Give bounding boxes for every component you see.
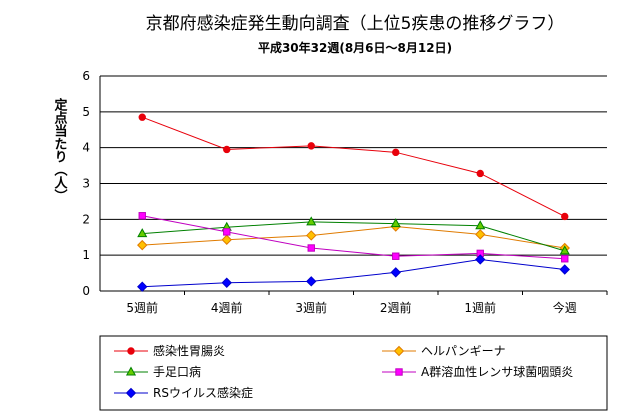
- data-point: [559, 264, 570, 275]
- series-line: [142, 225, 565, 249]
- chart-subtitle: 平成30年32週(8月6日～8月12日): [258, 40, 452, 55]
- series-5: [137, 254, 570, 292]
- legend-item: RSウイルス感染症: [114, 385, 253, 400]
- x-tick-label: 今週: [553, 300, 577, 315]
- grid: [100, 75, 607, 256]
- data-point: [390, 218, 401, 228]
- series-3: [137, 216, 570, 255]
- x-tick-label: 4週前: [211, 300, 243, 315]
- data-point: [475, 229, 486, 240]
- data-point: [390, 267, 401, 278]
- legend-item: 手足口病: [114, 364, 201, 379]
- x-tick-label: 1週前: [464, 300, 496, 315]
- legend-swatch-marker: [393, 345, 405, 357]
- y-tick-label: 4: [82, 141, 90, 155]
- data-point: [392, 148, 400, 157]
- legend-swatch-marker: [127, 347, 135, 355]
- series-4: [138, 212, 569, 263]
- data-point: [221, 234, 232, 245]
- x-tick-label: 3週前: [295, 300, 327, 315]
- legend-swatch-marker: [125, 366, 137, 376]
- legend-item: A群溶血性レンサ球菌咽頭炎: [382, 364, 573, 379]
- y-tick-label: 6: [82, 69, 90, 83]
- x-tick-label: 2週前: [380, 300, 412, 315]
- data-point: [475, 220, 486, 230]
- series-line: [142, 116, 565, 217]
- legend-swatch-marker: [125, 387, 137, 399]
- y-tick-label: 0: [82, 284, 90, 298]
- data-point: [223, 145, 231, 154]
- legend-label: 感染性胃腸炎: [153, 343, 225, 358]
- series-line: [142, 215, 565, 260]
- axes: 0 1 2 3 4 5 6 5週前 4週前 3週前 2週前 1週前 今週: [82, 69, 608, 315]
- data-point: [475, 254, 486, 265]
- series-layer: [137, 113, 570, 292]
- data-point: [223, 228, 231, 236]
- legend-label: 手足口病: [153, 364, 201, 379]
- legend-label: ヘルパンギーナ: [421, 344, 506, 358]
- legend-item: 感染性胃腸炎: [114, 343, 225, 358]
- data-point: [138, 113, 146, 121]
- data-point: [137, 239, 148, 251]
- data-point: [307, 142, 315, 150]
- data-point: [559, 245, 570, 255]
- legend-label: A群溶血性レンサ球菌咽頭炎: [421, 364, 573, 379]
- data-point: [307, 244, 315, 252]
- legend-label: RSウイルス感染症: [153, 385, 253, 400]
- data-point: [306, 276, 317, 287]
- series-line: [142, 258, 565, 288]
- x-tick-label: 5週前: [126, 300, 158, 315]
- data-point: [476, 169, 484, 178]
- legend-item: ヘルパンギーナ: [382, 344, 506, 358]
- data-point: [137, 281, 148, 292]
- data-point: [306, 230, 317, 241]
- legend-swatch-marker: [395, 368, 403, 376]
- data-point: [306, 216, 317, 226]
- legend-box: [99, 335, 608, 411]
- series-1: [138, 113, 569, 221]
- y-tick-label: 2: [82, 212, 90, 226]
- data-point: [561, 212, 569, 221]
- series-2: [137, 221, 570, 254]
- y-tick-label: 3: [82, 177, 90, 191]
- data-point: [392, 252, 400, 260]
- series-line: [142, 221, 565, 252]
- y-tick-label: 1: [82, 248, 90, 262]
- y-tick-label: 5: [82, 105, 90, 119]
- data-point: [561, 255, 569, 263]
- data-point: [138, 212, 146, 220]
- y-axis-label: 定点当たり（人）: [52, 97, 69, 202]
- data-point: [221, 277, 232, 288]
- chart-title: 京都府感染症発生動向調査（上位5疾患の推移グラフ）: [146, 14, 565, 34]
- data-point: [137, 228, 148, 238]
